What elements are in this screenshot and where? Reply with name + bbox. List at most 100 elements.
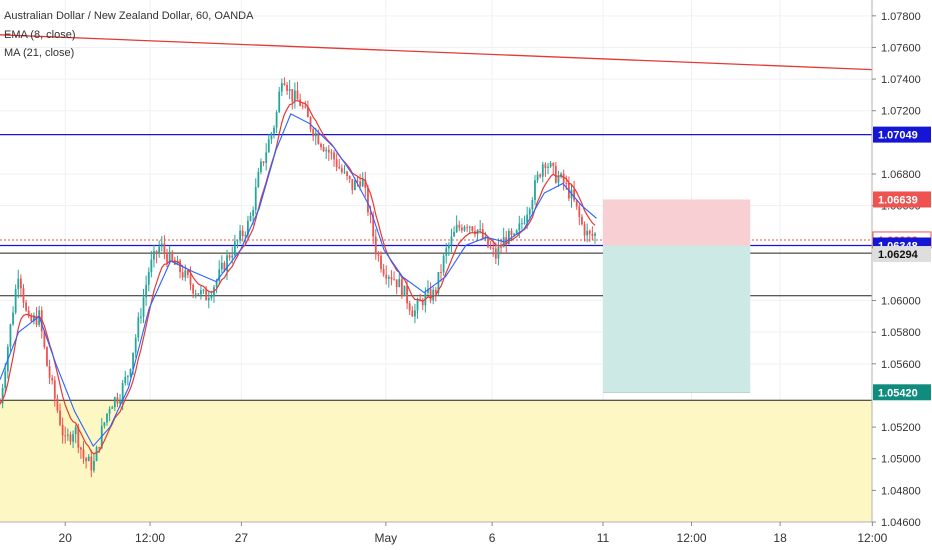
candle-body — [283, 83, 286, 85]
ema-line — [0, 99, 596, 455]
candle-body — [111, 407, 114, 409]
legend-ema[interactable]: EMA (8, close) — [4, 29, 76, 41]
candle-body — [210, 295, 213, 299]
candle-body — [278, 91, 281, 113]
candle-body — [291, 89, 294, 102]
candle-body — [254, 187, 257, 211]
candle-body — [262, 161, 265, 163]
candle-body — [1, 388, 4, 404]
candle-body — [547, 166, 549, 168]
candle-body — [544, 164, 547, 168]
candle-body — [346, 171, 348, 176]
risk-box[interactable] — [603, 199, 751, 246]
x-tick-label: 20 — [59, 531, 73, 545]
x-tick-label: 18 — [773, 531, 787, 545]
y-tick-label: 1.05600 — [881, 359, 921, 371]
candle-body — [411, 310, 414, 317]
candle-body — [325, 149, 328, 152]
candle-body — [309, 117, 312, 130]
candle-body — [119, 401, 121, 404]
ma-line — [0, 113, 597, 448]
candle-body — [377, 254, 380, 256]
candle-body — [87, 456, 90, 462]
candle-body — [252, 210, 255, 216]
candle-body — [479, 229, 482, 231]
price-label-text: 1.06639 — [878, 194, 918, 206]
candle-body — [48, 366, 51, 378]
candle-body — [458, 224, 461, 228]
candle-body — [223, 262, 226, 271]
candle-body — [35, 315, 38, 325]
candle-body — [539, 174, 542, 177]
candle-body — [14, 289, 17, 313]
candle-body — [275, 112, 278, 128]
candle-body — [51, 377, 54, 381]
y-tick-label: 1.06000 — [881, 296, 921, 308]
y-tick-label: 1.04600 — [881, 517, 921, 529]
candle-body — [231, 255, 234, 258]
candle-body — [317, 132, 320, 144]
candle-body — [523, 222, 526, 224]
trendline[interactable] — [0, 34, 873, 71]
candle-body — [113, 397, 116, 408]
candle-body — [153, 250, 155, 260]
candle-body — [369, 212, 372, 216]
candle-body — [53, 380, 56, 399]
candle-body — [137, 317, 140, 338]
candle-body — [95, 447, 98, 461]
candle-body — [489, 247, 492, 249]
candle-body — [434, 289, 437, 293]
y-axis-ticks: 1.07800 1.07600 1.07400 1.07200 1.06800 1.066… — [872, 11, 921, 529]
candle-body — [432, 289, 435, 301]
candle-body — [455, 224, 458, 232]
candle-body — [90, 456, 93, 471]
candle-body — [594, 233, 596, 236]
candle-body — [202, 289, 205, 291]
candle-body — [163, 243, 166, 253]
candle-body — [19, 278, 22, 289]
candle-body — [575, 200, 578, 207]
candle-body — [27, 310, 30, 317]
candle-body — [330, 152, 333, 154]
candle-body — [244, 234, 247, 237]
candle-body — [85, 458, 88, 462]
candle-body — [573, 189, 576, 201]
y-tick-label: 1.07200 — [881, 106, 921, 118]
candle-body — [390, 277, 393, 280]
candle-body — [403, 285, 406, 297]
candle-body — [147, 272, 150, 285]
candle-body — [481, 229, 484, 239]
candle-body — [267, 139, 270, 153]
support-zone — [0, 400, 872, 522]
candle-body — [408, 303, 411, 311]
candle-body — [176, 260, 179, 265]
candle-body — [61, 424, 64, 436]
candle-body — [226, 255, 228, 271]
candle-body — [395, 279, 398, 288]
candle-body — [421, 300, 424, 306]
candle-body — [314, 132, 317, 137]
candle-body — [333, 152, 335, 160]
candle-body — [578, 206, 581, 217]
reward-box[interactable] — [603, 245, 751, 393]
y-tick-label: 1.07600 — [881, 42, 921, 54]
candle-body — [554, 165, 557, 183]
candle-body — [447, 245, 450, 249]
candle-body — [471, 226, 474, 232]
candle-body — [515, 230, 518, 234]
candle-body — [463, 226, 466, 231]
candle-body — [132, 352, 134, 370]
candle-body — [9, 324, 12, 347]
candle-body — [320, 143, 322, 148]
y-tick-label: 1.07400 — [881, 74, 921, 86]
candle-body — [541, 164, 544, 177]
price-label-text: 1.06294 — [878, 249, 919, 261]
y-tick-label: 1.05800 — [881, 327, 921, 339]
candle-body — [77, 427, 80, 448]
candle-body — [301, 105, 304, 107]
legend-ma[interactable]: MA (21, close) — [4, 47, 74, 59]
candles — [0, 77, 596, 478]
candle-body — [307, 107, 309, 118]
candle-body — [536, 174, 539, 181]
